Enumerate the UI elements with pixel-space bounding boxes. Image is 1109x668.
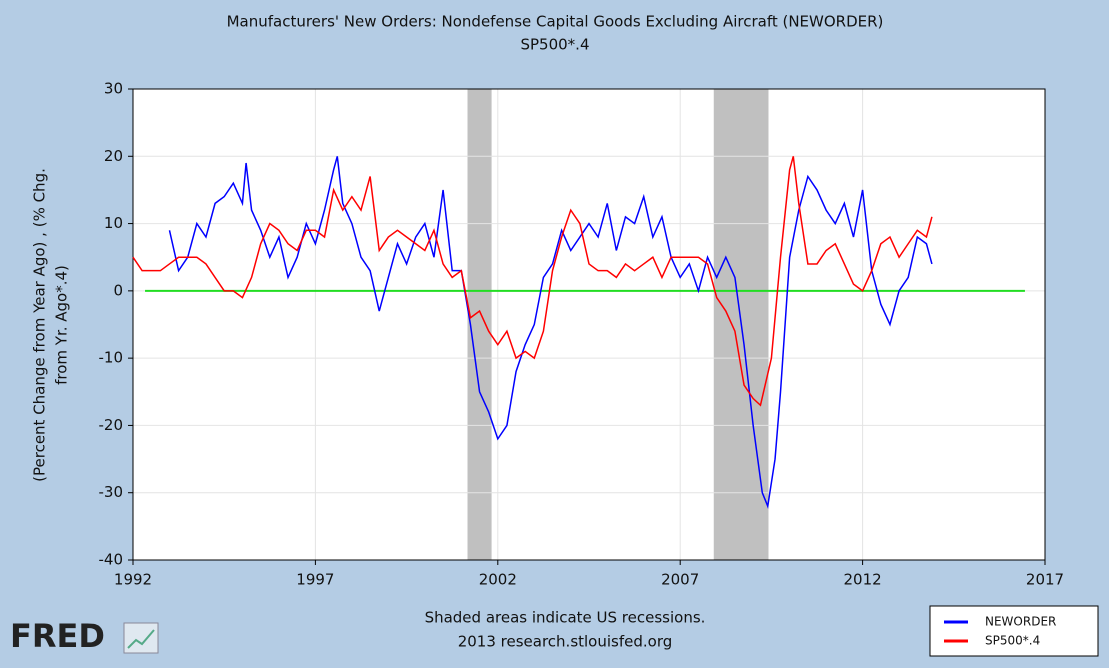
x-tick-label: 1992: [114, 571, 152, 589]
y-tick-label: 20: [104, 147, 123, 165]
logo-icon: [123, 622, 159, 654]
note: 2013 research.stlouisfed.org: [458, 633, 673, 651]
legend-label: SP500*.4: [985, 634, 1040, 648]
x-tick-label: 2017: [1026, 571, 1064, 589]
y-axis-label: (Percent Change from Year Ago) , (% Chg.: [31, 168, 49, 482]
chart-subtitle: SP500*.4: [520, 36, 589, 54]
plot-border: [132, 88, 1046, 561]
logo: FRED: [10, 617, 105, 655]
x-tick-label: 2007: [661, 571, 699, 589]
chart-title: Manufacturers' New Orders: Nondefense Ca…: [227, 13, 884, 31]
x-tick-label: 2012: [844, 571, 882, 589]
y-axis-label: from Yr. Ago*.4): [53, 265, 71, 385]
plot-area: [133, 89, 1045, 560]
x-tick-label: 1997: [296, 571, 334, 589]
recession-shade: [467, 89, 492, 560]
logo-icon: [127, 629, 155, 649]
y-tick-label: 30: [104, 80, 123, 98]
legend-label: NEWORDER: [985, 615, 1056, 629]
x-tick-label: 2002: [479, 571, 517, 589]
y-tick-label: 10: [104, 214, 123, 232]
y-tick-label: -30: [99, 483, 124, 501]
y-tick-label: -10: [99, 349, 124, 367]
legend: [929, 605, 1099, 657]
y-tick-label: 0: [113, 281, 123, 299]
note: Shaded areas indicate US recessions.: [425, 609, 706, 627]
series-line: [132, 156, 933, 407]
y-tick-label: -20: [99, 416, 124, 434]
y-tick-label: -40: [99, 551, 124, 569]
series-line: [168, 156, 933, 509]
